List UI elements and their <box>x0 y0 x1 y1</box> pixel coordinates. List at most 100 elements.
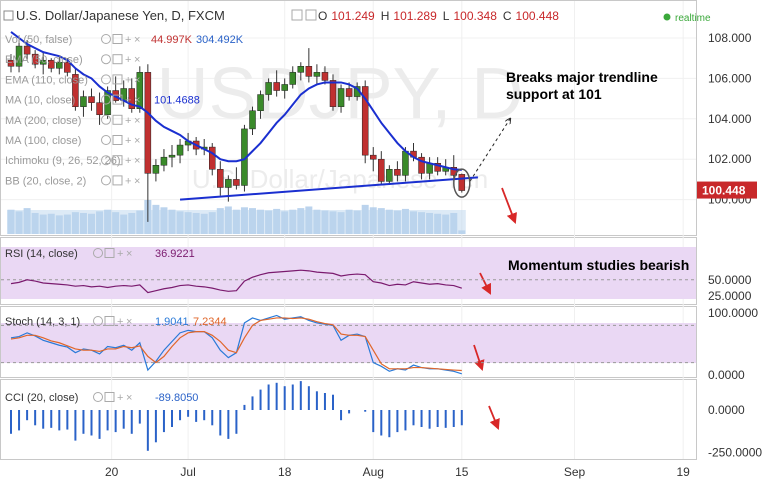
close-icon: × <box>126 392 132 404</box>
candle-body <box>321 72 329 81</box>
stoch-tick-label: 100.0000 <box>708 306 758 320</box>
chart-icon <box>3 10 14 21</box>
indicator-controls[interactable]: + × <box>101 94 141 107</box>
candle-body <box>217 169 224 188</box>
indicator-controls[interactable]: + × <box>93 248 133 260</box>
cci-tick-label: -250.0000 <box>708 446 762 460</box>
volume-band <box>7 210 466 234</box>
indicator-name[interactable]: MA (100, close) <box>5 135 81 147</box>
candle-body <box>152 165 160 174</box>
indicator-controls[interactable]: + × <box>101 135 141 147</box>
time-tick-label: Sep <box>564 465 586 479</box>
candle-body <box>305 66 313 77</box>
settings-icon <box>104 316 115 326</box>
eye-icon <box>101 94 111 105</box>
add-icon: + <box>117 392 123 404</box>
ohlc-value: 101.249 <box>331 9 375 23</box>
candle-body <box>176 144 184 156</box>
ohlc-key: H <box>381 9 390 23</box>
close-icon: × <box>134 175 140 187</box>
rsi-panel <box>1 269 696 294</box>
close-icon: × <box>134 54 140 66</box>
time-tick-label: 18 <box>278 465 292 479</box>
eye-icon <box>101 74 111 85</box>
support-trendline[interactable] <box>179 176 478 201</box>
stoch-tick-label: 0.0000 <box>708 368 745 382</box>
price-tick-label: 102.000 <box>708 152 752 166</box>
candle-body <box>39 59 47 65</box>
ohlc-readout: O 101.249 H 101.289 L 100.348 C 100.448 <box>318 9 559 23</box>
cci-tick-label: 0.0000 <box>708 403 745 417</box>
indicator-controls[interactable]: + × <box>101 114 141 127</box>
indicator-name[interactable]: EMA (50, close) <box>5 54 83 66</box>
candle-body <box>418 156 425 174</box>
ma-10-line <box>10 31 462 171</box>
candle-body <box>48 59 55 69</box>
settings-icon <box>112 114 123 125</box>
add-icon: + <box>125 54 131 66</box>
add-icon: + <box>125 74 131 86</box>
indicator-controls[interactable]: + × <box>93 316 133 328</box>
eye-icon <box>93 392 103 402</box>
indicator-name[interactable]: MA (10, close) <box>5 95 75 107</box>
indicator-name[interactable]: EMA (110, close) <box>5 74 88 86</box>
candle-body <box>313 72 321 77</box>
indicator-name[interactable]: BB (20, close, 2) <box>5 175 86 187</box>
header-buttons[interactable] <box>291 9 317 21</box>
eye-icon <box>101 135 111 145</box>
eye-icon <box>101 155 111 166</box>
arrow-down-icon <box>488 405 500 430</box>
cci-label: CCI (20, close) <box>5 392 78 404</box>
indicator-controls[interactable]: + × <box>101 34 141 46</box>
indicator-name[interactable]: Vol (50, false) <box>5 34 72 46</box>
close-icon: × <box>134 34 140 46</box>
settings-icon <box>112 135 123 145</box>
indicator-controls[interactable]: + × <box>101 54 141 66</box>
settings-icon <box>112 34 123 44</box>
annotation-trendline-line2: support at 101 <box>506 86 602 102</box>
eye-icon <box>93 316 103 326</box>
chart-header: U.S. Dollar/Japanese Yen, D, FXCM O 101.2… <box>3 8 711 24</box>
candle-body <box>168 154 176 158</box>
candle-body <box>96 102 103 116</box>
candle-body <box>337 88 345 107</box>
add-icon: + <box>125 135 131 147</box>
candle-body <box>88 96 95 103</box>
indicator-controls[interactable]: + × <box>101 175 141 187</box>
time-tick-label: 19 <box>676 465 690 479</box>
realtime-dot-icon <box>663 13 671 21</box>
candle-body <box>257 94 264 111</box>
time-axis: 20 Jul 18 Aug 15 Sep 19 <box>105 465 690 479</box>
close-icon: × <box>134 74 140 86</box>
candle-body <box>160 156 168 166</box>
settings-icon <box>112 175 123 186</box>
candle-body <box>434 162 441 172</box>
indicator-name[interactable]: MA (200, close) <box>5 115 81 127</box>
candle-body <box>281 84 288 91</box>
add-icon: + <box>125 155 131 167</box>
price-tick-label: 106.000 <box>708 71 752 85</box>
indicator-controls[interactable]: + × <box>93 392 133 404</box>
indicator-controls[interactable]: + × <box>101 74 141 86</box>
candle-body <box>273 82 280 91</box>
price-tick-label: 108.000 <box>708 31 752 45</box>
indicator-controls[interactable]: + × <box>101 155 141 167</box>
time-tick-label: Aug <box>363 465 384 479</box>
volume-value: 44.997K <box>151 34 193 46</box>
ohlc-value: 100.348 <box>453 9 497 23</box>
price-tick-label: 104.000 <box>708 112 752 126</box>
settings-icon <box>104 392 115 402</box>
close-icon: × <box>134 95 140 107</box>
candle-body <box>104 90 111 116</box>
candle-body <box>345 88 353 97</box>
volume-ma-value: 304.492K <box>196 34 244 46</box>
ohlc-value: 101.289 <box>393 9 437 23</box>
indicator-name[interactable]: Ichimoku (9, 26, 52, 26) <box>5 155 121 167</box>
settings-icon <box>112 94 123 105</box>
candle-body <box>233 179 240 186</box>
candle-body <box>297 66 305 73</box>
